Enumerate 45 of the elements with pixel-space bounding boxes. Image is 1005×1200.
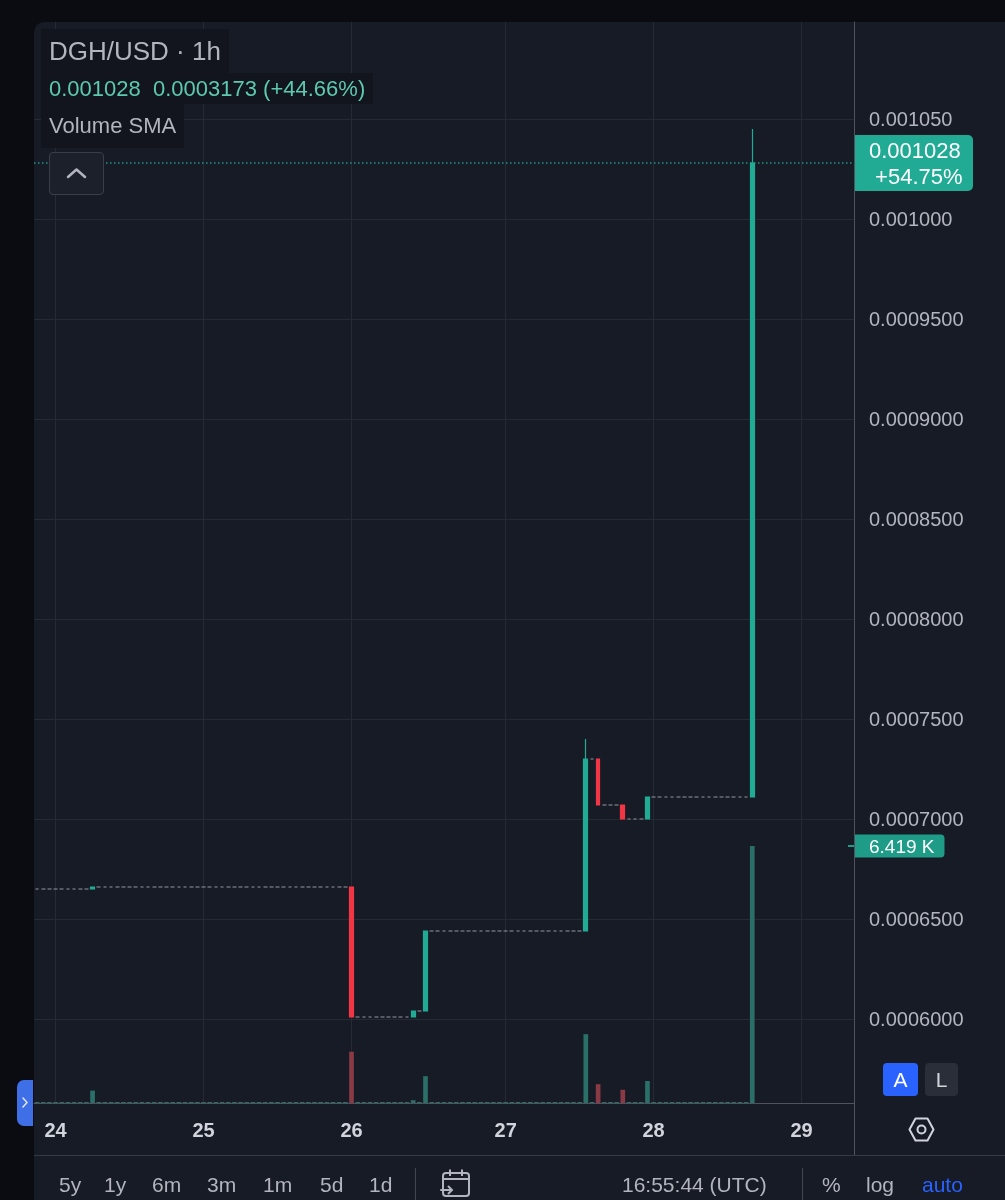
text: 5y — [59, 1173, 82, 1197]
candlestick — [410, 1010, 417, 1018]
candlestick — [89, 886, 96, 890]
text: % — [822, 1173, 841, 1197]
text: 6m — [152, 1173, 182, 1197]
ref-line-label: 0.001028 +54.75% — [869, 137, 963, 189]
x-tick-label: 25 — [192, 1119, 215, 1141]
y-tick-label: 0.001000 — [869, 208, 953, 230]
y2-tick-label: 6.419 K — [869, 835, 935, 857]
y-tick-label: 0.001050 — [869, 108, 953, 130]
y-tick-label: 0.0009500 — [869, 308, 964, 330]
x-tick-label: 28 — [642, 1119, 665, 1141]
bar — [749, 846, 755, 1103]
text: L — [925, 1063, 958, 1096]
bar — [349, 1051, 354, 1103]
candlestick — [582, 738, 589, 932]
y-tick-label: 0.0008000 — [869, 608, 964, 630]
text: 0.001028 0.0003173 (+44.66%) — [41, 73, 374, 104]
x-tick-label: 27 — [494, 1119, 517, 1141]
x-tick-label: 24 — [44, 1119, 68, 1141]
text: DGH/USD · 1h — [41, 29, 229, 73]
candlestick — [595, 758, 601, 806]
candlestick — [348, 886, 355, 1018]
y-tick-label: 0.0006000 — [869, 1008, 964, 1030]
text: 5d — [320, 1173, 344, 1197]
text: auto — [922, 1173, 963, 1197]
text: 1m — [263, 1173, 293, 1197]
x-tick-label: 26 — [340, 1119, 363, 1141]
y-tick-label: 0.0007500 — [869, 708, 964, 730]
candlestick — [644, 796, 651, 820]
bar — [620, 1089, 626, 1103]
y-tick-label: 0.0007000 — [869, 808, 964, 830]
y-tick-label: 0.0009000 — [869, 408, 964, 430]
text: A — [883, 1063, 918, 1096]
y-tick-label: 0.0006500 — [869, 908, 964, 930]
text: log — [866, 1173, 895, 1197]
annotation: Volume SMA — [41, 104, 185, 148]
candlestick — [422, 930, 429, 1012]
text: 3m — [207, 1173, 237, 1197]
x-tick-label: 29 — [790, 1119, 813, 1141]
text: 16:55:44 (UTC) — [622, 1173, 767, 1197]
text: 1d — [369, 1173, 393, 1197]
y-tick-label: 0.0008500 — [869, 508, 964, 530]
text: 1y — [104, 1173, 127, 1197]
candlestick — [619, 804, 626, 820]
